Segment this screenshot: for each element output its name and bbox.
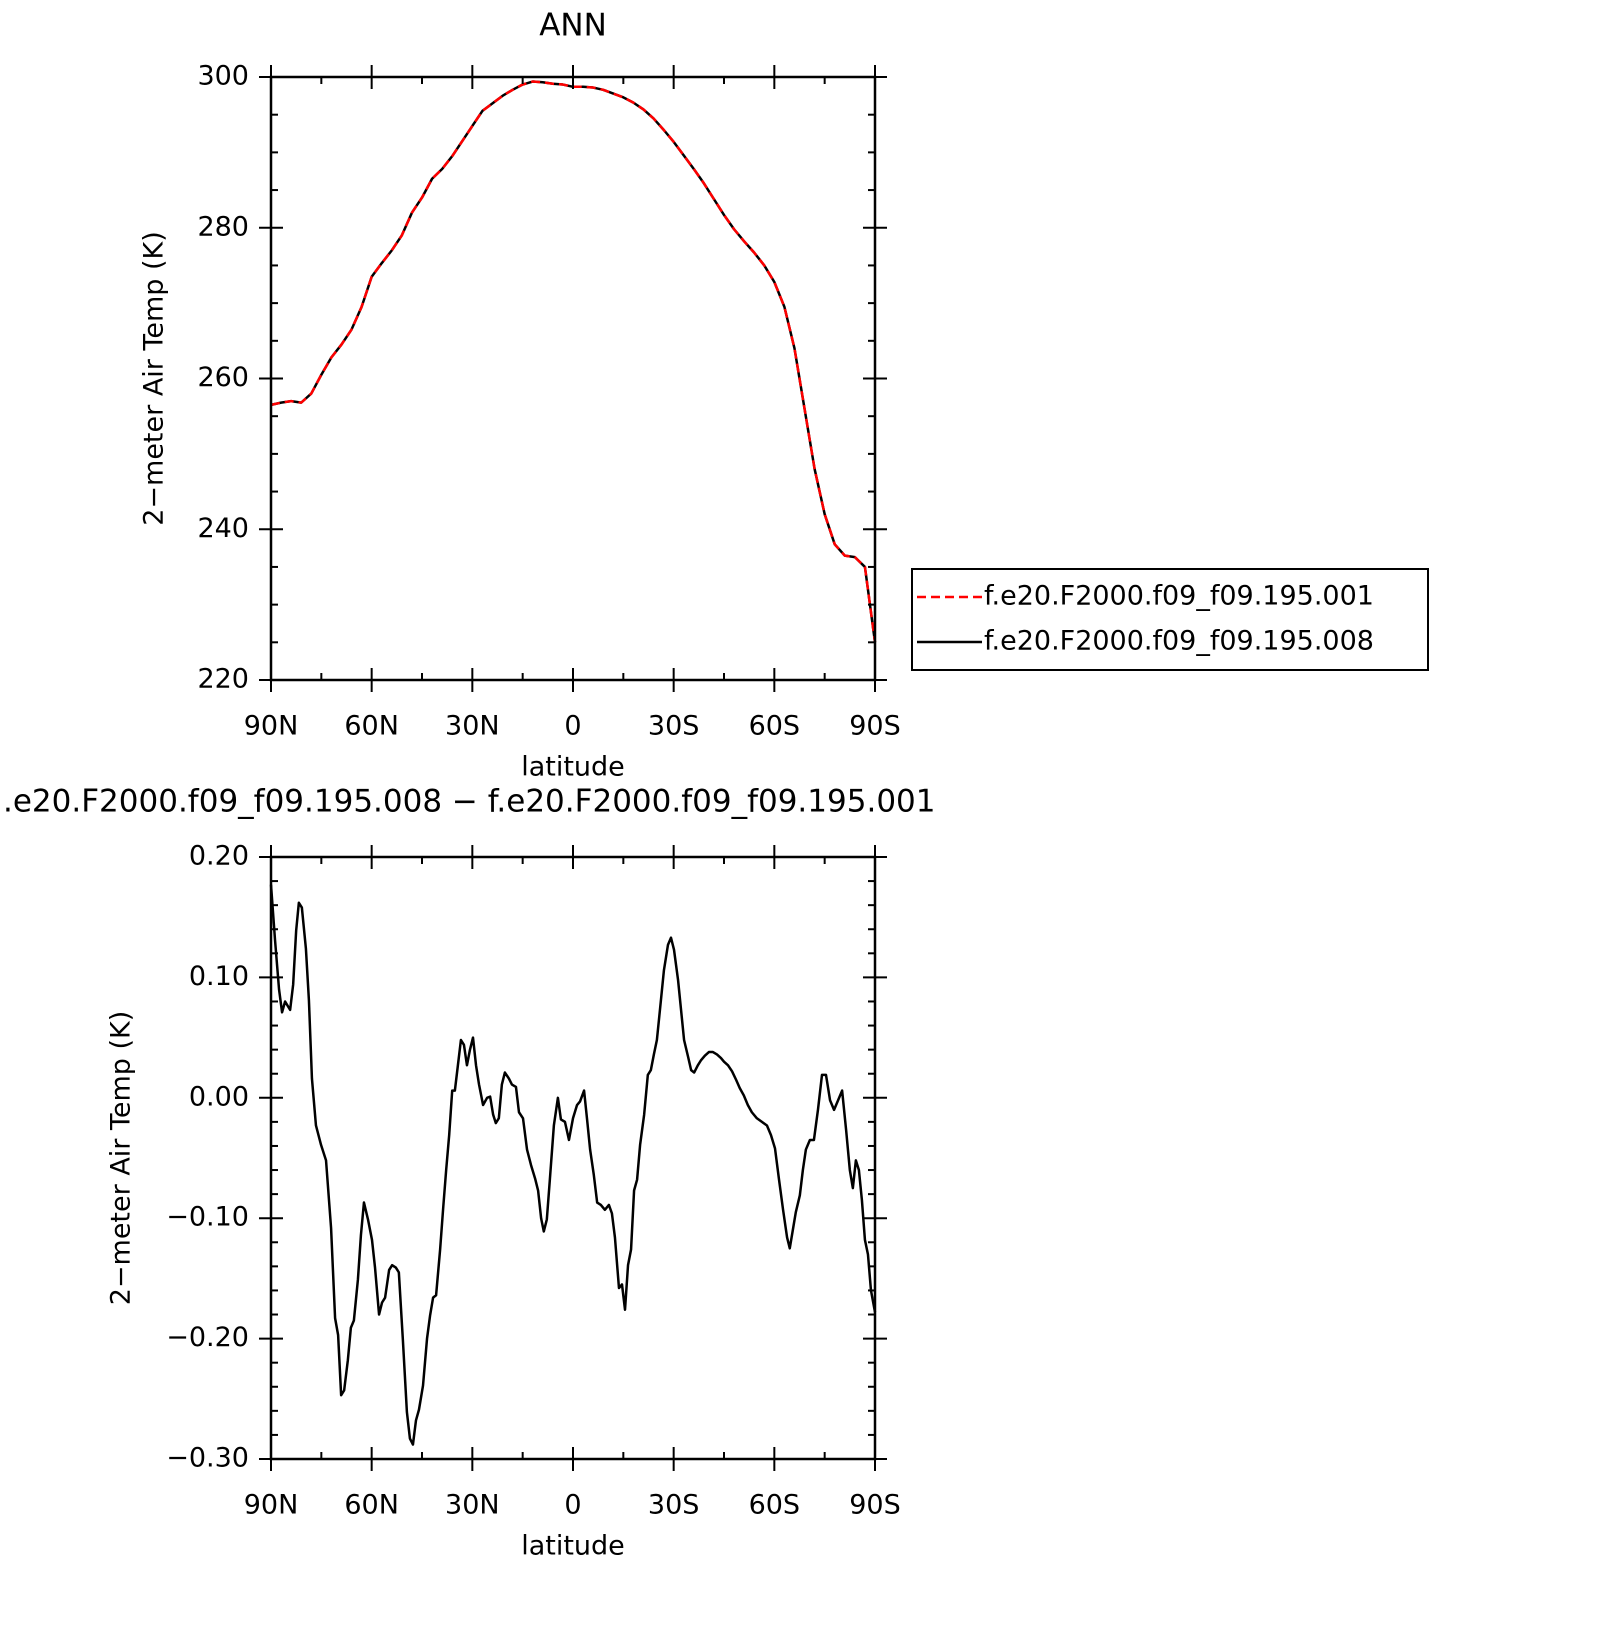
x-tick-label: 90N xyxy=(244,711,299,742)
y-tick-label: −0.10 xyxy=(166,1202,249,1233)
y-tick-label: −0.20 xyxy=(166,1322,249,1353)
y-axis-label: 2−meter Air Temp (K) xyxy=(139,231,170,526)
legend-box xyxy=(911,568,1429,671)
x-tick-label: 60S xyxy=(749,711,801,742)
x-tick-label: 30S xyxy=(648,1490,700,1521)
x-tick-label: 60N xyxy=(344,711,399,742)
x-tick-label: 0 xyxy=(564,711,581,742)
x-tick-label: 0 xyxy=(564,1490,581,1521)
x-tick-label: 30N xyxy=(445,711,500,742)
y-axis-label: 2−meter Air Temp (K) xyxy=(106,1011,137,1306)
y-tick-label: 0.10 xyxy=(189,961,249,992)
data-line xyxy=(270,80,877,643)
y-tick-label: 280 xyxy=(197,211,249,242)
chart-title: ANN xyxy=(539,8,607,44)
legend-label: f.e20.F2000.f09_f09.195.008 xyxy=(984,626,1374,657)
plot-frame xyxy=(269,855,877,1461)
x-tick-label: 90N xyxy=(244,1490,299,1521)
legend-label: f.e20.F2000.f09_f09.195.001 xyxy=(984,581,1374,612)
y-tick-label: 0.20 xyxy=(189,841,249,872)
x-tick-label: 90S xyxy=(849,1490,901,1521)
x-tick-label: 60N xyxy=(344,1490,399,1521)
x-tick-label: 30N xyxy=(445,1490,500,1521)
x-axis-label: latitude xyxy=(521,752,625,783)
y-tick-label: 300 xyxy=(197,61,249,92)
y-tick-label: −0.30 xyxy=(166,1443,249,1474)
chart-title: .e20.F2000.f09_f09.195.008 − f.e20.F2000… xyxy=(3,784,935,820)
y-tick-label: 220 xyxy=(197,664,249,695)
y-tick-label: 260 xyxy=(197,362,249,393)
y-tick-label: 240 xyxy=(197,513,249,544)
data-line xyxy=(269,884,877,1446)
data-line xyxy=(270,80,877,643)
x-tick-label: 30S xyxy=(648,711,700,742)
plot-frame xyxy=(269,75,877,682)
x-tick-label: 90S xyxy=(849,711,901,742)
x-axis-label: latitude xyxy=(521,1531,625,1562)
y-tick-label: 0.00 xyxy=(189,1081,249,1112)
x-tick-label: 60S xyxy=(749,1490,801,1521)
